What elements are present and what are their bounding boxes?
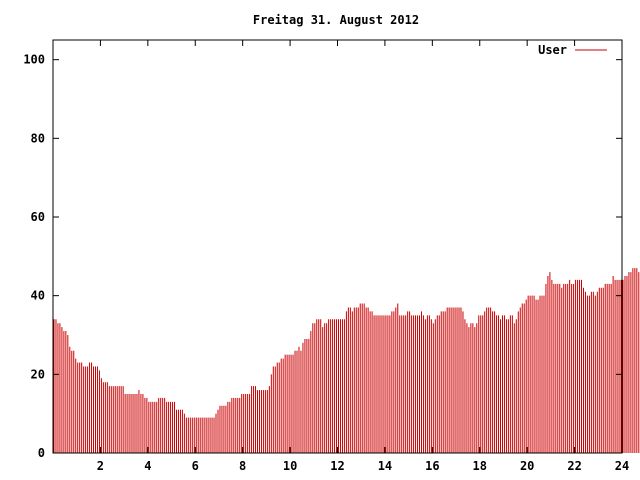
- y-tick-label: 0: [38, 446, 45, 460]
- legend-label-user: User: [538, 43, 567, 57]
- x-tick-label: 2: [97, 459, 104, 473]
- legend: User: [538, 43, 607, 57]
- chart-title: Freitag 31. August 2012: [253, 13, 419, 27]
- x-tick-label: 10: [283, 459, 297, 473]
- y-tick-label: 60: [31, 210, 45, 224]
- x-tick-label: 18: [473, 459, 487, 473]
- x-tick-label: 14: [378, 459, 392, 473]
- x-tick-label: 22: [567, 459, 581, 473]
- y-tick-label: 100: [23, 53, 45, 67]
- plot-border: [52, 39, 623, 454]
- x-tick-label: 12: [330, 459, 344, 473]
- bar-series-user: [53, 268, 640, 453]
- x-tick-label: 24: [615, 459, 629, 473]
- x-tick-label: 6: [192, 459, 199, 473]
- y-tick-label: 80: [31, 131, 45, 145]
- y-tick-label: 40: [31, 289, 45, 303]
- plot-frame: [52, 39, 623, 454]
- y-tick-label: 20: [31, 367, 45, 381]
- x-tick-label: 4: [144, 459, 151, 473]
- x-tick-label: 8: [239, 459, 246, 473]
- x-tick-label: 16: [425, 459, 439, 473]
- x-tick-label: 20: [520, 459, 534, 473]
